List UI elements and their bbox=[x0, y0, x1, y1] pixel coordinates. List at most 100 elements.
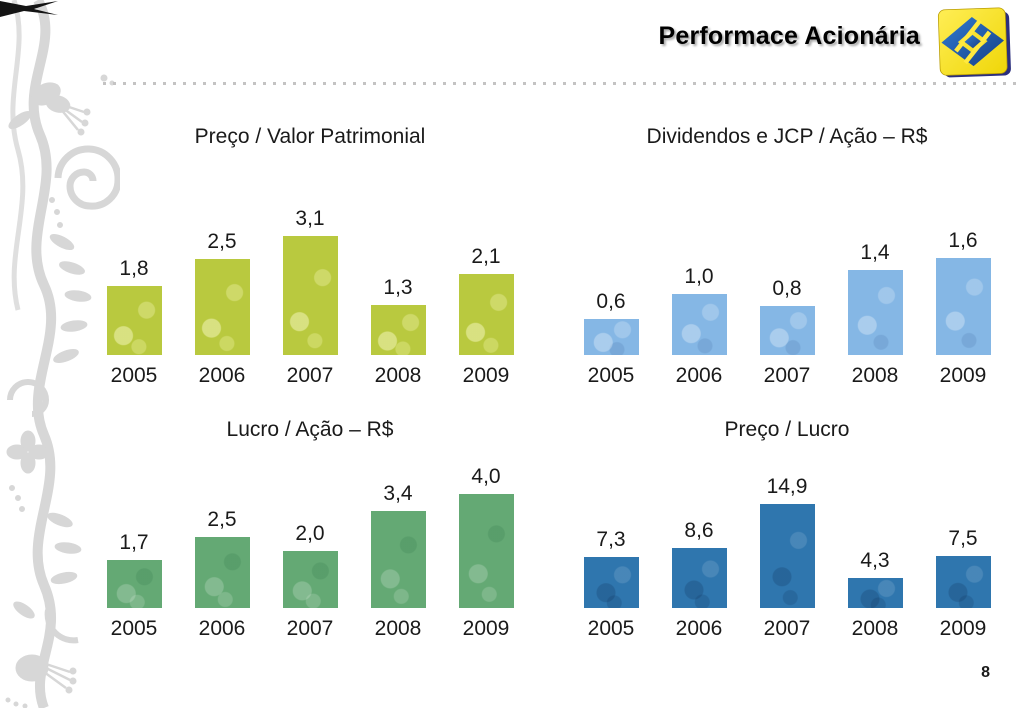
bar bbox=[458, 274, 514, 355]
bar-column: 8,6 bbox=[655, 519, 743, 608]
year-label: 2006 bbox=[675, 364, 723, 387]
bar bbox=[671, 294, 727, 355]
bar-column: 2,5 bbox=[178, 230, 266, 355]
year-label: 2008 bbox=[851, 364, 899, 387]
page-number: 8 bbox=[981, 664, 990, 681]
chart-title: Preço / Valor Patrimonial bbox=[194, 125, 426, 148]
x-axis-labels: 2005 2006 2007 2008 2009 bbox=[567, 364, 1007, 388]
corner-ribbon-graphic bbox=[0, 1, 58, 17]
floral-ornament-graphic bbox=[5, 0, 122, 710]
year-label: 2009 bbox=[939, 364, 987, 387]
year-label: 2006 bbox=[198, 617, 246, 640]
year-label: 2007 bbox=[763, 364, 811, 387]
bar bbox=[847, 578, 903, 608]
bar-column: 2,5 bbox=[178, 508, 266, 608]
bar-value-label: 14,9 bbox=[766, 475, 808, 498]
bar-value-label: 2,5 bbox=[207, 230, 237, 253]
year-label: 2007 bbox=[763, 617, 811, 640]
year-label: 2005 bbox=[587, 364, 635, 387]
bar-value-label: 1,7 bbox=[119, 531, 149, 554]
bar-column: 3,1 bbox=[266, 207, 354, 355]
bar-column: 1,0 bbox=[655, 265, 743, 355]
bar bbox=[106, 286, 162, 355]
bar-value-label: 1,6 bbox=[948, 229, 978, 252]
bar-column: 14,9 bbox=[743, 475, 831, 608]
bar bbox=[194, 537, 250, 608]
bar-column: 2,0 bbox=[266, 522, 354, 608]
bar bbox=[935, 258, 991, 355]
year-label: 2009 bbox=[462, 617, 510, 640]
dotted-divider bbox=[103, 82, 1023, 85]
bar bbox=[759, 504, 815, 608]
bar-column: 1,8 bbox=[90, 257, 178, 355]
year-label: 2007 bbox=[286, 364, 334, 387]
year-label: 2005 bbox=[110, 617, 158, 640]
bar-value-label: 3,4 bbox=[383, 482, 413, 505]
x-axis-labels: 2005 2006 2007 2008 2009 bbox=[90, 617, 530, 641]
year-label: 2005 bbox=[110, 364, 158, 387]
bar-group: 7,3 8,6 14,9 4,3 7,5 bbox=[567, 444, 1007, 608]
bar bbox=[282, 551, 338, 608]
bar-column: 7,5 bbox=[919, 527, 1007, 608]
bar-group: 1,8 2,5 3,1 1,3 2,1 bbox=[90, 151, 530, 355]
bar bbox=[671, 548, 727, 608]
year-label: 2008 bbox=[851, 617, 899, 640]
bar-value-label: 1,8 bbox=[119, 257, 149, 280]
chart-title: Lucro / Ação – R$ bbox=[226, 418, 394, 441]
bar-value-label: 2,1 bbox=[471, 245, 501, 268]
bar-column: 0,8 bbox=[743, 277, 831, 355]
year-label: 2005 bbox=[587, 617, 635, 640]
bar-group: 1,7 2,5 2,0 3,4 4,0 bbox=[90, 444, 530, 608]
bar-value-label: 8,6 bbox=[684, 519, 714, 542]
bar bbox=[106, 560, 162, 608]
bar-value-label: 4,0 bbox=[471, 465, 501, 488]
year-label: 2008 bbox=[374, 617, 422, 640]
year-label: 2006 bbox=[675, 617, 723, 640]
bar bbox=[847, 270, 903, 355]
bar bbox=[583, 319, 639, 355]
bar-value-label: 2,0 bbox=[295, 522, 325, 545]
bar bbox=[935, 556, 991, 608]
bar-column: 7,3 bbox=[567, 528, 655, 608]
year-label: 2009 bbox=[462, 364, 510, 387]
year-label: 2007 bbox=[286, 617, 334, 640]
bar-column: 3,4 bbox=[354, 482, 442, 608]
bar bbox=[370, 305, 426, 355]
chart-title: Dividendos e JCP / Ação – R$ bbox=[646, 125, 928, 148]
bar-value-label: 7,5 bbox=[948, 527, 978, 550]
page-title: Performace Acionária bbox=[658, 22, 920, 50]
bar-value-label: 0,6 bbox=[596, 290, 626, 313]
chart-title: Preço / Lucro bbox=[724, 418, 850, 441]
bar-value-label: 4,3 bbox=[860, 549, 890, 572]
bar bbox=[759, 306, 815, 355]
bar-value-label: 0,8 bbox=[772, 277, 802, 300]
bar-column: 0,6 bbox=[567, 290, 655, 355]
bank-logo-graphic bbox=[937, 7, 1011, 78]
bar-value-label: 1,4 bbox=[860, 241, 890, 264]
bar-column: 1,3 bbox=[354, 276, 442, 355]
chart-dividendos-jcp-acao: Dividendos e JCP / Ação – R$ 0,6 1,0 0,8 1,… bbox=[567, 125, 1007, 388]
x-axis-labels: 2005 2006 2007 2008 2009 bbox=[567, 617, 1007, 641]
chart-lucro-acao: Lucro / Ação – R$ 1,7 2,5 2,0 3,4 4,0 2005 20… bbox=[90, 418, 530, 641]
bar-value-label: 2,5 bbox=[207, 508, 237, 531]
bar bbox=[370, 511, 426, 608]
corner-ribbon-mark bbox=[0, 0, 58, 23]
bar-column: 4,0 bbox=[442, 465, 530, 608]
bar-column: 1,7 bbox=[90, 531, 178, 608]
bar-value-label: 1,0 bbox=[684, 265, 714, 288]
bar-column: 1,6 bbox=[919, 229, 1007, 355]
bar-value-label: 1,3 bbox=[383, 276, 413, 299]
bar bbox=[583, 557, 639, 608]
banco-do-brasil-logo-icon bbox=[936, 7, 1014, 80]
bar-group: 0,6 1,0 0,8 1,4 1,6 bbox=[567, 151, 1007, 355]
year-label: 2006 bbox=[198, 364, 246, 387]
bar bbox=[458, 494, 514, 608]
bar bbox=[282, 236, 338, 355]
year-label: 2008 bbox=[374, 364, 422, 387]
chart-preco-lucro: Preço / Lucro 7,3 8,6 14,9 4,3 7,5 2005 2006 2… bbox=[567, 418, 1007, 641]
chart-preco-valor-patrimonial: Preço / Valor Patrimonial 1,8 2,5 3,1 1,3 2,… bbox=[90, 125, 530, 388]
bar bbox=[194, 259, 250, 355]
x-axis-labels: 2005 2006 2007 2008 2009 bbox=[90, 364, 530, 388]
floral-ornament bbox=[0, 0, 122, 710]
bar-value-label: 3,1 bbox=[295, 207, 325, 230]
